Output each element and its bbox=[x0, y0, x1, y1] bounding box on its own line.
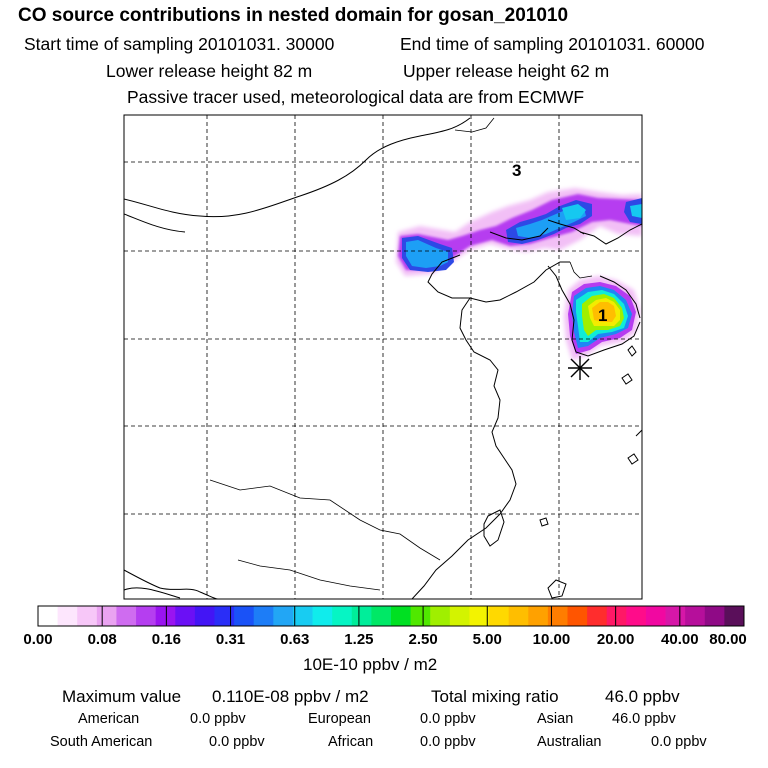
colorbar-swatch bbox=[587, 606, 608, 626]
colorbar-tick-label: 0.16 bbox=[151, 631, 181, 648]
region-name-american: American bbox=[78, 711, 140, 727]
lower-release-label: Lower release height 82 m bbox=[106, 61, 313, 81]
colorbar-swatch bbox=[273, 606, 294, 626]
colorbar-swatch bbox=[38, 606, 59, 626]
colorbar-tick-label: 0.31 bbox=[215, 631, 246, 648]
region-name-asian: Asian bbox=[537, 711, 574, 727]
region-value-american: 0.0 ppbv bbox=[190, 711, 246, 727]
map-frame bbox=[123, 114, 643, 600]
plot-title: CO source contributions in nested domain… bbox=[18, 5, 569, 26]
map-label: 1 bbox=[598, 306, 607, 325]
asterisk-icon bbox=[568, 356, 592, 380]
colorbar-tick-label: 0.08 bbox=[87, 631, 117, 648]
region-name-european: European bbox=[308, 711, 371, 727]
colorbar-tick-label: 1.25 bbox=[344, 631, 374, 648]
colorbar-tick-label: 0.63 bbox=[280, 631, 310, 648]
colorbar-tick-label: 5.00 bbox=[472, 631, 502, 648]
region-value-australian: 0.0 ppbv bbox=[651, 734, 707, 750]
colorbar-swatch bbox=[567, 606, 588, 626]
colorbar-swatch bbox=[214, 606, 235, 626]
colorbar-swatch bbox=[116, 606, 137, 626]
colorbar-swatch bbox=[547, 606, 568, 626]
colorbar-swatch bbox=[175, 606, 196, 626]
colorbar-swatch bbox=[194, 606, 215, 626]
colorbar-swatch bbox=[430, 606, 451, 626]
map-label: 3 bbox=[512, 161, 521, 180]
colorbar-swatch bbox=[410, 606, 431, 626]
start-time-label: Start time of sampling 20101031. 30000 bbox=[24, 34, 335, 54]
region-name-south-american: South American bbox=[50, 734, 153, 750]
colorbar-swatch bbox=[626, 606, 647, 626]
upper-release-label: Upper release height 62 m bbox=[403, 61, 610, 81]
colorbar-swatch bbox=[724, 606, 745, 626]
end-time-label: End time of sampling 20101031. 60000 bbox=[400, 34, 705, 54]
colorbar-swatch bbox=[332, 606, 353, 626]
colorbar-swatch bbox=[645, 606, 666, 626]
graticule bbox=[124, 115, 642, 599]
colorbar-swatch bbox=[449, 606, 470, 626]
colorbar-swatch bbox=[253, 606, 274, 626]
colorbar-tick-label: 40.00 bbox=[661, 631, 699, 648]
colorbar-frame bbox=[37, 605, 745, 627]
colorbar-tick-label: 10.00 bbox=[532, 631, 571, 648]
colorbar-swatch bbox=[391, 606, 412, 626]
colorbar-swatch bbox=[704, 606, 725, 626]
colorbar-swatch bbox=[312, 606, 333, 626]
colorbar-tick-label: 20.00 bbox=[596, 631, 635, 648]
colorbar-swatch bbox=[351, 606, 372, 626]
plume-north bbox=[396, 188, 642, 276]
colorbar-tick-label: 0.00 bbox=[23, 631, 53, 648]
colorbar-swatch bbox=[234, 606, 255, 626]
max-value-label: Maximum value bbox=[62, 687, 182, 706]
colorbar-swatch bbox=[136, 606, 157, 626]
colorbar-swatch bbox=[508, 606, 529, 626]
colorbar-swatch bbox=[77, 606, 98, 626]
colorbar-swatch bbox=[371, 606, 392, 626]
colorbar-swatch bbox=[155, 606, 176, 626]
max-value: 0.110E-08 ppbv / m2 bbox=[212, 687, 369, 706]
colorbar-swatch bbox=[665, 606, 686, 626]
colorbar-swatch bbox=[96, 606, 117, 626]
colorbar-swatch bbox=[528, 606, 549, 626]
colorbar-swatch bbox=[57, 606, 78, 626]
colorbar-tick-label: 80.00 bbox=[709, 631, 747, 648]
colorbar-swatch bbox=[469, 606, 490, 626]
colorbar-unit: 10E-10 ppbv / m2 bbox=[303, 655, 438, 674]
tracer-note: Passive tracer used, meteorological data… bbox=[127, 87, 585, 107]
total-mixing-label: Total mixing ratio bbox=[431, 687, 559, 706]
region-value-south-american: 0.0 ppbv bbox=[209, 734, 265, 750]
colorbar-swatch bbox=[489, 606, 510, 626]
total-mixing-value: 46.0 ppbv bbox=[605, 687, 680, 706]
region-value-asian: 46.0 ppbv bbox=[612, 711, 676, 727]
colorbar bbox=[37, 605, 745, 627]
region-name-african: African bbox=[328, 734, 374, 750]
region-name-australian: Australian bbox=[537, 734, 602, 750]
region-value-african: 0.0 ppbv bbox=[420, 734, 476, 750]
borders bbox=[209, 117, 593, 591]
colorbar-swatch bbox=[685, 606, 706, 626]
colorbar-swatch bbox=[292, 606, 313, 626]
map-area bbox=[124, 115, 642, 599]
region-value-european: 0.0 ppbv bbox=[420, 711, 476, 727]
colorbar-tick-label: 2.50 bbox=[408, 631, 438, 648]
colorbar-swatch bbox=[606, 606, 627, 626]
